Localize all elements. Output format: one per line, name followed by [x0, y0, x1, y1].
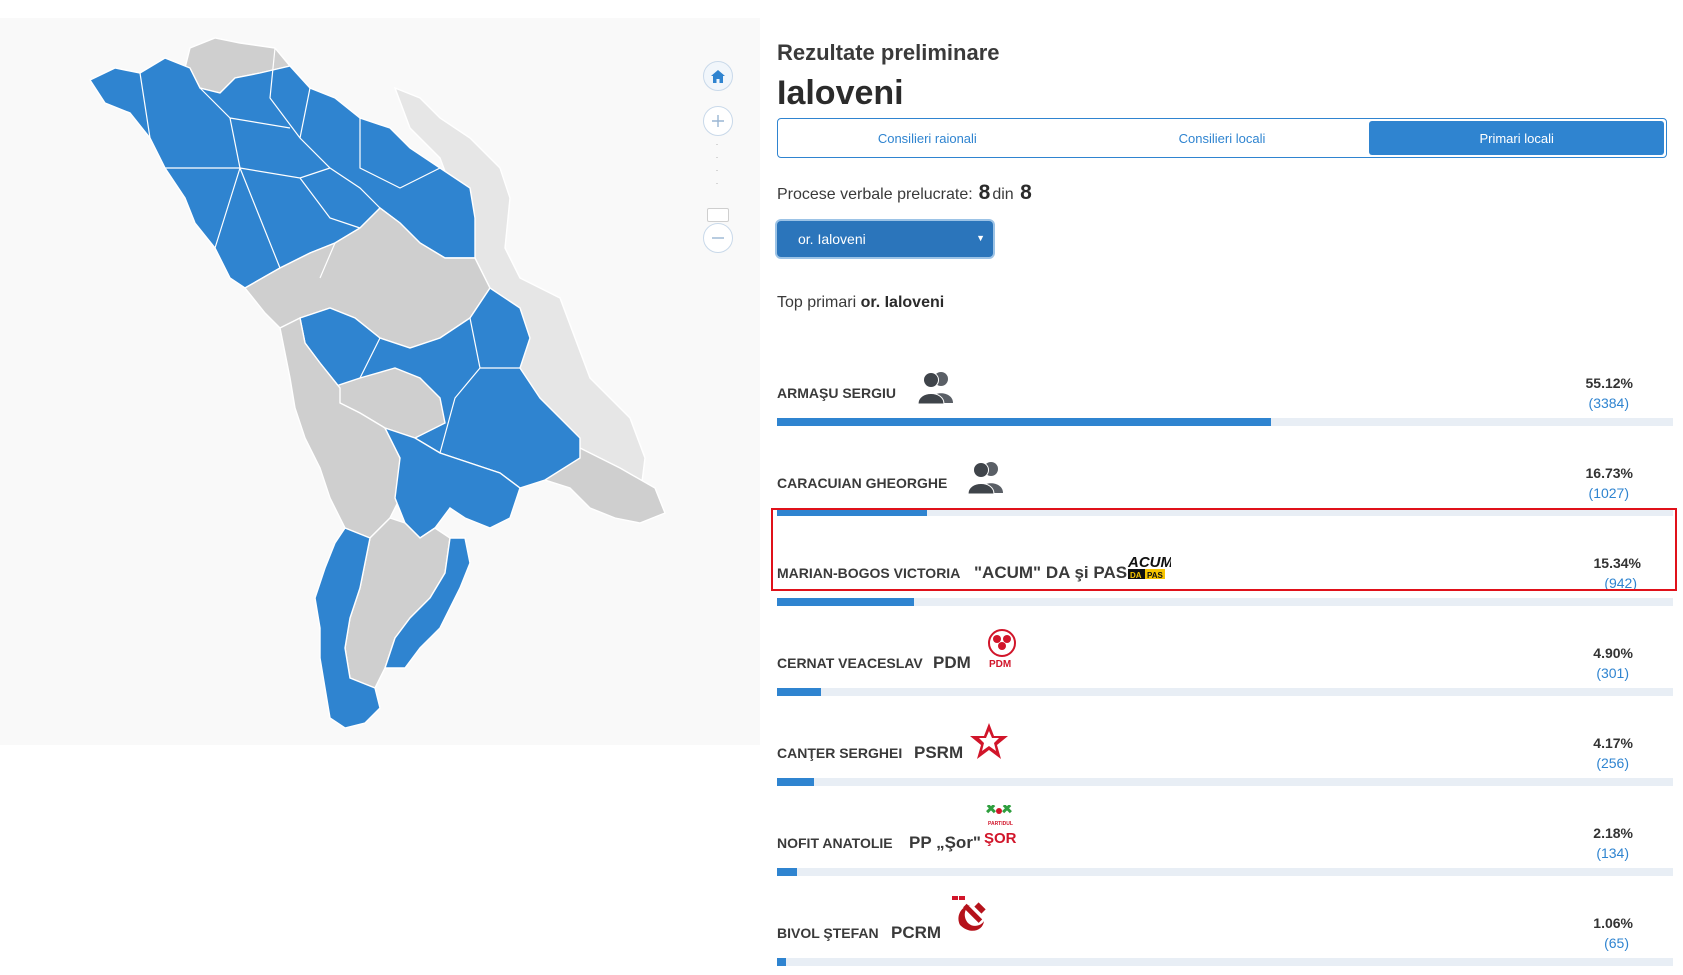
candidate-name: CERNAT VEACESLAV [777, 655, 923, 671]
results-panel: Rezultate preliminare Ialoveni Consilier… [771, 0, 1683, 966]
map-home-button[interactable] [703, 61, 733, 91]
candidate-party: PSRM [914, 743, 964, 762]
map-zoom-track[interactable] [716, 144, 718, 196]
candidate-name: NOFIT ANATOLIE [777, 835, 893, 851]
candidate-bar [777, 418, 1673, 426]
map-panel [0, 18, 760, 745]
map-zoom-in-button[interactable] [703, 106, 733, 136]
independent-icon [967, 462, 1003, 494]
candidate-row[interactable]: BIVOL ŞTEFAN PCRM 1.06% (65) [777, 895, 1673, 975]
sor-logo-small-text: PARTIDUL [988, 821, 1013, 827]
candidate-bar-fill [777, 958, 787, 966]
candidate-party: PP „Şor" [909, 833, 981, 852]
candidate-row[interactable]: CERNAT VEACESLAV PDM PDM 4.90% (301) [777, 625, 1673, 705]
pdm-logo: PDM [988, 629, 1016, 669]
acum-logo: ACUM DA PAS [1127, 554, 1171, 580]
candidate-party: "ACUM" DA şi PAS [974, 563, 1128, 582]
moldova-map[interactable] [0, 18, 760, 745]
candidate-name: MARIAN-BOGOS VICTORIA [777, 565, 961, 581]
candidate-percent: 1.06% [1593, 915, 1633, 931]
pcrm-hammer-sickle-logo [952, 896, 986, 931]
locality-select[interactable]: or. Ialoveni ▼ [777, 221, 993, 257]
candidate-percent: 4.90% [1593, 645, 1633, 661]
map-zoom-slider-handle[interactable] [707, 208, 729, 222]
candidate-percent: 2.18% [1593, 825, 1633, 841]
locality-select-value: or. Ialoveni [798, 231, 866, 247]
top-prefix: Top primari [777, 294, 857, 311]
candidate-bar [777, 868, 1673, 876]
candidate-bar-fill [777, 598, 915, 606]
sor-logo-word: ŞOR [984, 830, 1017, 847]
processed-label: Procese verbale prelucrate: [777, 186, 973, 203]
map-region-southeast[interactable] [539, 447, 666, 524]
candidate-votes: (301) [1596, 665, 1629, 681]
candidate-votes: (1027) [1588, 485, 1629, 501]
acum-logo-da: DA [1130, 571, 1142, 580]
page-title: Ialoveni [777, 74, 904, 112]
candidate-votes: (134) [1596, 845, 1629, 861]
tab-primari-locali[interactable]: Primari locali [1369, 121, 1665, 155]
candidate-votes: (256) [1596, 755, 1629, 771]
election-type-tabs: Consilieri raionali Consilieri locali Pr… [777, 118, 1667, 158]
top-candidates-heading: Top primari or. Ialoveni [777, 294, 944, 312]
map-region-south-blue[interactable] [314, 527, 381, 729]
candidate-row[interactable]: CANŢER SERGHEI PSRM 4.17% (256) [777, 715, 1673, 795]
highlight-box [771, 508, 1677, 591]
candidate-party: PCRM [891, 923, 942, 942]
candidate-bar [777, 598, 1673, 606]
candidate-bar-fill [777, 778, 815, 786]
independent-icon [917, 372, 953, 404]
caret-down-icon: ▼ [976, 233, 985, 243]
candidate-name: BIVOL ŞTEFAN [777, 925, 879, 941]
map-zoom-out-button[interactable] [703, 223, 733, 253]
map-region-south-east-blue[interactable] [384, 537, 471, 669]
candidate-votes: (942) [1604, 575, 1637, 591]
candidate-bar-fill [777, 418, 1271, 426]
candidate-row[interactable]: NOFIT ANATOLIE PP „Şor" PARTIDUL ŞOR 2.1… [777, 805, 1673, 885]
page-subtitle: Rezultate preliminare [777, 40, 1000, 65]
candidate-percent: 55.12% [1585, 375, 1633, 391]
home-icon [711, 69, 725, 83]
candidate-name: ARMAŞU SERGIU [777, 385, 897, 401]
candidate-row[interactable]: ARMAŞU SERGIU 55.12% (3384) [777, 355, 1673, 435]
psrm-star-logo [970, 723, 1008, 759]
candidate-row[interactable]: CARACUIAN GHEORGHE 16.73% (1027) [777, 445, 1673, 525]
top-locality: or. Ialoveni [860, 294, 945, 311]
plus-icon [712, 115, 724, 127]
candidate-bar [777, 688, 1673, 696]
minus-icon [712, 237, 724, 239]
candidate-bar [777, 508, 1673, 516]
candidate-percent: 4.17% [1593, 735, 1633, 751]
processed-separator: din [992, 186, 1014, 203]
sor-logo: PARTIDUL ŞOR [984, 805, 1017, 847]
tab-consilieri-locali[interactable]: Consilieri locali [1178, 130, 1266, 146]
candidate-percent: 16.73% [1585, 465, 1633, 481]
candidate-votes: (65) [1604, 935, 1629, 951]
candidate-bar [777, 778, 1673, 786]
processed-total: 8 [1020, 181, 1032, 204]
map-region-ialoveni[interactable] [383, 426, 521, 539]
candidate-row[interactable]: MARIAN-BOGOS VICTORIA "ACUM" DA şi PAS A… [777, 535, 1673, 615]
candidate-name: CARACUIAN GHEORGHE [777, 475, 948, 491]
map-district-borders [139, 47, 520, 454]
candidate-votes: (3384) [1588, 395, 1629, 411]
candidate-bar-fill [777, 868, 797, 876]
tab-consilieri-raionali[interactable]: Consilieri raionali [877, 130, 977, 146]
candidate-bar [777, 958, 1673, 966]
pdm-logo-text: PDM [989, 659, 1011, 669]
candidate-name: CANŢER SERGHEI [777, 745, 903, 761]
candidate-percent: 15.34% [1593, 555, 1641, 571]
processed-count: 8 [978, 181, 991, 204]
acum-logo-word: ACUM [1127, 554, 1171, 571]
acum-logo-pas: PAS [1147, 571, 1164, 580]
processed-reports: Procese verbale prelucrate: 8 din 8 [777, 181, 1034, 205]
candidate-bar-fill [777, 688, 821, 696]
candidate-party: PDM [933, 653, 971, 672]
candidate-bar-fill [777, 508, 927, 516]
